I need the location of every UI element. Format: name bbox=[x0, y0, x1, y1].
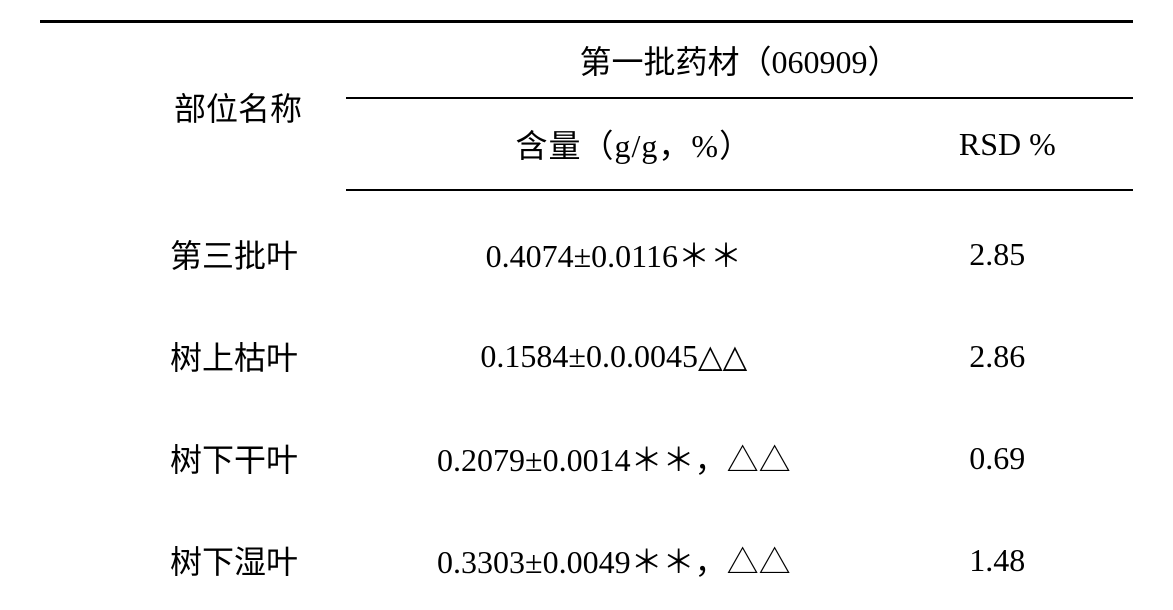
cell-rsd: 2.85 bbox=[882, 190, 1133, 305]
table-row: 第三批叶 0.4074±0.0116＊＊ 2.85 bbox=[40, 190, 1133, 305]
table-row: 树上枯叶 0.1584±0.0.0045△△ 2.86 bbox=[40, 305, 1133, 407]
cell-content: 0.2079±0.0014＊＊，△△ bbox=[346, 407, 882, 509]
table-row: 树下湿叶 0.3303±0.0049＊＊，△△ 1.48 bbox=[40, 509, 1133, 610]
cell-content: 0.4074±0.0116＊＊ bbox=[346, 190, 882, 305]
table-body: 第三批叶 0.4074±0.0116＊＊ 2.85 树上枯叶 0.1584±0.… bbox=[40, 190, 1133, 610]
cell-name: 树下干叶 bbox=[40, 407, 346, 509]
table-row: 树下干叶 0.2079±0.0014＊＊，△△ 0.69 bbox=[40, 407, 1133, 509]
cell-content: 0.1584±0.0.0045△△ bbox=[346, 305, 882, 407]
cell-name: 树上枯叶 bbox=[40, 305, 346, 407]
data-table-container: 部位名称 第一批药材（060909） 含量（g/g，%） RSD % 第三批叶 … bbox=[0, 0, 1173, 610]
cell-name: 第三批叶 bbox=[40, 190, 346, 305]
cell-rsd: 1.48 bbox=[882, 509, 1133, 610]
column-header-rsd: RSD % bbox=[882, 98, 1133, 190]
cell-content: 0.3303±0.0049＊＊，△△ bbox=[346, 509, 882, 610]
column-header-batchspan: 第一批药材（060909） bbox=[346, 22, 1133, 99]
column-header-partname: 部位名称 bbox=[40, 22, 346, 191]
data-table: 部位名称 第一批药材（060909） 含量（g/g，%） RSD % 第三批叶 … bbox=[40, 20, 1133, 610]
cell-rsd: 2.86 bbox=[882, 305, 1133, 407]
column-header-partname-label: 部位名称 bbox=[174, 91, 302, 127]
column-header-content-label: 含量（g/g，%） bbox=[516, 128, 753, 164]
cell-rsd: 0.69 bbox=[882, 407, 1133, 509]
cell-name: 树下湿叶 bbox=[40, 509, 346, 610]
column-header-content: 含量（g/g，%） bbox=[346, 98, 882, 190]
column-header-batchspan-label: 第一批药材（060909） bbox=[580, 44, 900, 80]
column-header-rsd-label: RSD % bbox=[959, 126, 1056, 162]
